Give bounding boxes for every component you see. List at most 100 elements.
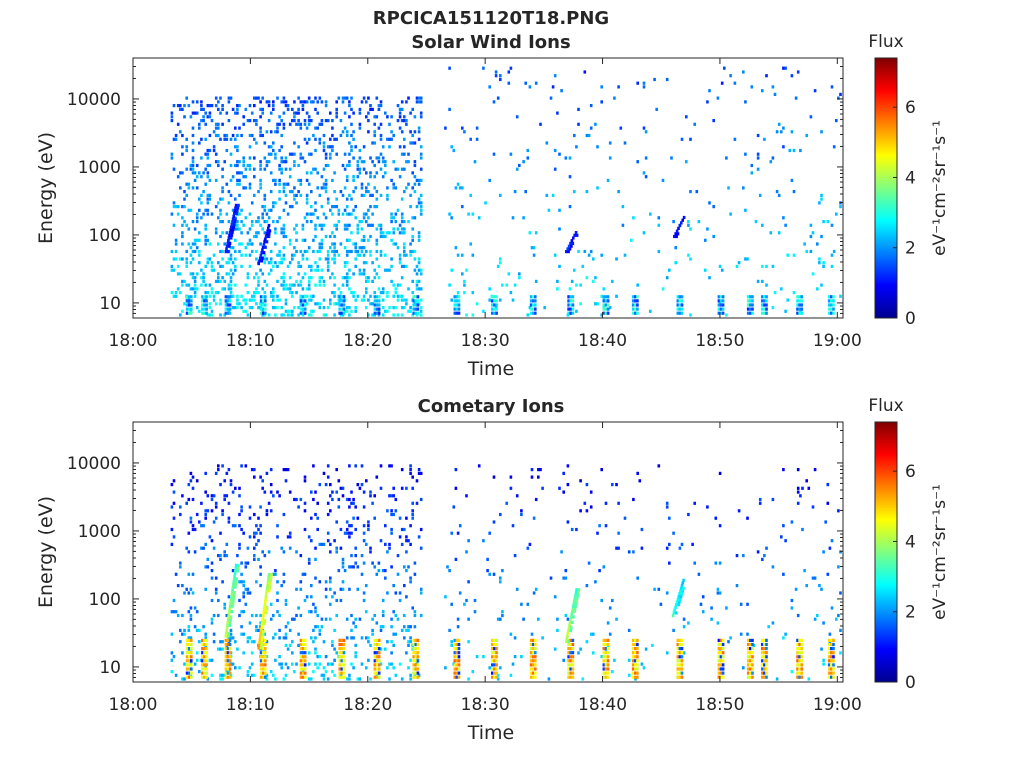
spectrogram-cell [280, 227, 283, 231]
spectrogram-cell [665, 77, 669, 82]
spectrogram-cell [495, 638, 498, 642]
spectrogram-cell [269, 190, 273, 194]
spectrogram-cell [185, 145, 188, 149]
spectrogram-cell [293, 100, 296, 104]
spectrogram-cell [763, 311, 766, 315]
spectrogram-cell [238, 249, 241, 254]
spectrogram-cell [375, 621, 379, 625]
spectrogram-cell [310, 610, 313, 614]
spectrogram-cell [282, 190, 286, 194]
spectrogram-cell [234, 582, 237, 586]
spectrogram-cell [181, 584, 184, 588]
spectrogram-cell [680, 137, 684, 141]
spectrogram-cell [455, 638, 459, 642]
spectrogram-cell [267, 550, 271, 554]
spectrogram-cell [348, 677, 351, 681]
spectrogram-cell [195, 272, 199, 276]
spectrogram-cell [174, 294, 178, 298]
spectrogram-cell [280, 167, 283, 171]
spectrogram-cell [375, 647, 379, 651]
spectrogram-cell [488, 298, 491, 302]
spectrogram-cell [384, 309, 387, 313]
spectrogram-cell [259, 311, 263, 315]
spectrogram-cell [338, 647, 341, 651]
spectrogram-cell [388, 231, 391, 235]
spectrogram-cell [636, 659, 639, 663]
spectrogram-cell [267, 272, 271, 276]
spectrogram-cell [233, 591, 236, 595]
spectrogram-cell [592, 257, 595, 261]
spectrogram-cell [371, 632, 374, 636]
spectrogram-cell [377, 287, 381, 291]
spectrogram-cell [340, 311, 344, 315]
spectrogram-cell [246, 673, 250, 677]
spectrogram-cell [259, 655, 263, 659]
spectrogram-cell [205, 642, 208, 647]
spectrogram-cell [291, 283, 294, 287]
spectrogram-cell [200, 216, 203, 220]
spectrogram-cell [322, 167, 326, 171]
spectrogram-cell [604, 655, 608, 659]
spectrogram-cell [634, 299, 637, 303]
spectrogram-cell [553, 595, 557, 599]
spectrogram-cell [191, 257, 195, 261]
spectrogram-cell [782, 126, 785, 130]
spectrogram-cell [310, 313, 313, 317]
spectrogram-cell [352, 497, 355, 502]
spectrogram-cell [307, 677, 311, 681]
spectrogram-cell [264, 663, 267, 667]
spectrogram-cell [234, 640, 237, 644]
spectrogram-cell [244, 186, 248, 190]
spectrogram-cell [771, 264, 775, 268]
spectrogram-cell [198, 670, 201, 674]
spectrogram-cell [264, 307, 267, 311]
spectrogram-cell [208, 306, 212, 310]
spectrogram-cell [358, 253, 362, 257]
spectrogram-cell [333, 261, 336, 265]
spectrogram-cell [331, 178, 334, 182]
spectrogram-cell [411, 279, 414, 283]
spectrogram-cell [326, 119, 330, 123]
spectrogram-cell [282, 227, 286, 231]
spectrogram-cell [265, 257, 269, 261]
spectrogram-cell [233, 574, 236, 578]
spectrogram-cell [450, 602, 453, 606]
spectrogram-cell [682, 617, 686, 621]
spectrogram-cell [250, 306, 254, 310]
spectrogram-cell [187, 550, 191, 554]
spectrogram-cell [416, 642, 420, 647]
spectrogram-cell [203, 659, 206, 663]
spectrogram-cell [282, 468, 286, 472]
spectrogram-cell [780, 130, 783, 134]
spectrogram-cell [553, 253, 557, 257]
spectrogram-cell [539, 468, 542, 472]
spectrogram-cell [195, 610, 199, 614]
spectrogram-cell [348, 249, 351, 254]
spectrogram-cell [531, 655, 535, 659]
spectrogram-cell [295, 111, 298, 115]
spectrogram-cell [299, 671, 303, 675]
spectrogram-cell [195, 238, 199, 242]
spectrogram-cell [232, 593, 236, 597]
panel-title: Cometary Ions [418, 396, 565, 417]
spectrogram-cell [238, 212, 241, 216]
spectrogram-cell [324, 163, 328, 168]
spectrogram-cell [537, 468, 540, 472]
spectrogram-cell [204, 542, 207, 546]
spectrogram-cell [303, 307, 307, 311]
spectrogram-cell [322, 212, 326, 216]
spectrogram-cell [259, 667, 263, 671]
spectrogram-cell [678, 592, 681, 596]
spectrogram-cell [415, 100, 419, 104]
spectrogram-cell [371, 261, 374, 265]
spectrogram-cell [291, 190, 294, 194]
spectrogram-cell [191, 287, 195, 291]
spectrogram-cell [360, 554, 364, 558]
spectrogram-cell [189, 246, 193, 250]
spectrogram-cell [345, 617, 349, 621]
spectrogram-cell [577, 590, 580, 595]
spectrogram-cell [386, 294, 389, 298]
spectrogram-cell [569, 629, 573, 633]
spectrogram-cell [820, 283, 823, 287]
spectrogram-cell [822, 621, 825, 625]
